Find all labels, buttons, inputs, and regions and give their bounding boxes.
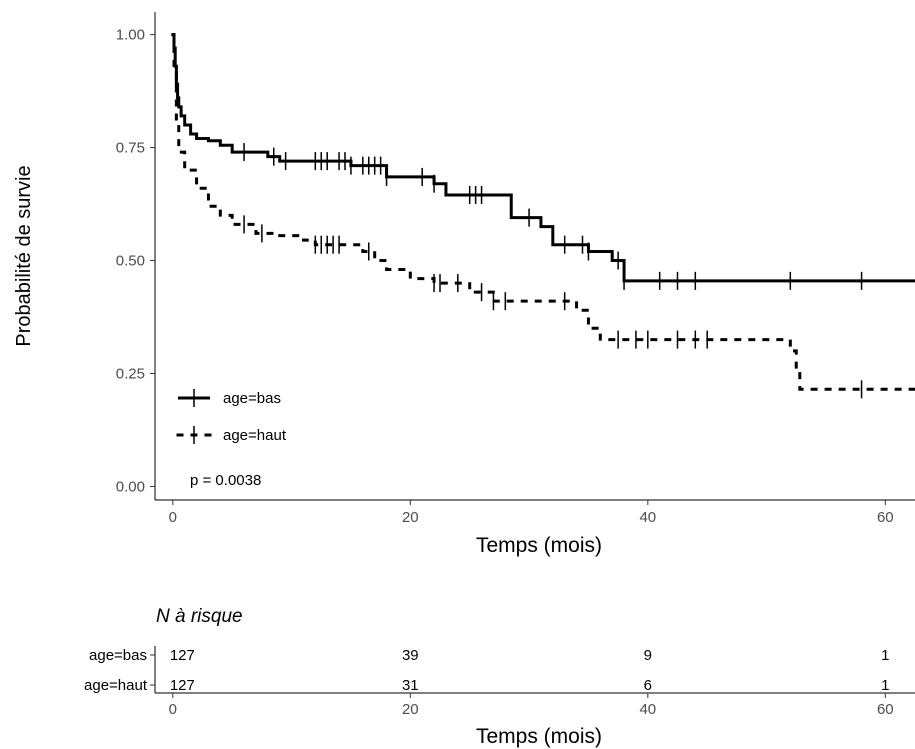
risk-x-axis-label: Temps (mois) [476, 725, 602, 748]
legend: age=bas age=haut [176, 389, 287, 444]
series-line-age-bas [172, 33, 915, 283]
risk-x-tick-label: 60 [877, 701, 894, 718]
x-tick-label: 40 [639, 509, 656, 526]
risk-row-label: age=haut [84, 677, 148, 694]
risk-table-title: N à risque [156, 606, 243, 627]
risk-row-label: age=bas [89, 647, 147, 664]
risk-value: 6 [644, 677, 652, 694]
x-tick-label: 20 [402, 509, 419, 526]
risk-value: 39 [402, 647, 419, 664]
y-tick-label: 1.00 [116, 27, 145, 44]
risk-x-tick-label: 20 [402, 701, 419, 718]
y-tick-label: 0.25 [116, 365, 145, 382]
x-axis-label: Temps (mois) [476, 534, 602, 557]
legend-label: age=bas [223, 390, 281, 407]
risk-x-tick-label: 40 [639, 701, 656, 718]
p-value-annotation: p = 0.0038 [190, 472, 261, 489]
risk-value: 127 [170, 647, 195, 664]
risk-value: 9 [644, 647, 652, 664]
series-line-age-haut [171, 33, 915, 391]
risk-value: 127 [170, 677, 195, 694]
legend-label: age=haut [223, 427, 287, 444]
y-axis-label: Probabilité de survie [13, 165, 35, 346]
risk-x-tick-label: 0 [169, 701, 177, 718]
risk-value: 31 [402, 677, 419, 694]
x-tick-label: 60 [877, 509, 894, 526]
risk-value: 1 [881, 677, 889, 694]
risk-value: 1 [881, 647, 889, 664]
y-tick-label: 0.50 [116, 253, 145, 270]
y-tick-label: 0.00 [116, 478, 145, 495]
y-tick-label: 0.75 [116, 140, 145, 157]
x-tick-label: 0 [169, 509, 177, 526]
